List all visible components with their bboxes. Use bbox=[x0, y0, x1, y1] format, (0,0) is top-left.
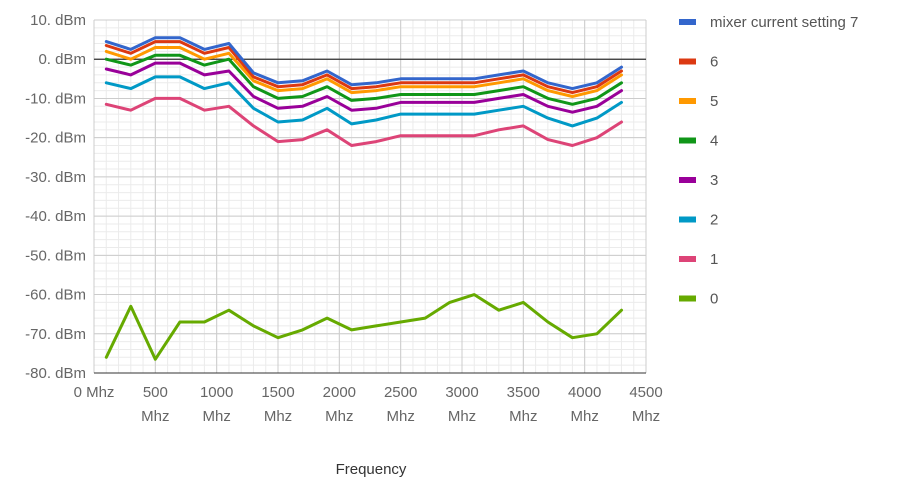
legend-swatch bbox=[679, 295, 696, 302]
legend-swatch bbox=[679, 177, 696, 183]
y-tick-label: 10. dBm bbox=[30, 12, 86, 29]
series-line-2 bbox=[104, 75, 623, 128]
y-tick-label: -30. dBm bbox=[25, 169, 86, 186]
series-line-0 bbox=[104, 293, 623, 361]
series-line-mixer-current-setting-7 bbox=[104, 36, 623, 91]
legend-swatch bbox=[679, 98, 696, 104]
series-line-1 bbox=[104, 96, 623, 147]
y-tick-label: -60. dBm bbox=[25, 287, 86, 304]
y-tick-label: 0. dBm bbox=[38, 51, 86, 68]
major-gridlines bbox=[93, 19, 647, 374]
x-tick-label: 500 Mhz bbox=[141, 384, 169, 425]
y-tick-label: -10. dBm bbox=[25, 90, 86, 107]
y-tick-label: -20. dBm bbox=[25, 130, 86, 147]
x-tick-label: 0 Mhz bbox=[74, 384, 115, 401]
y-tick-label: -50. dBm bbox=[25, 247, 86, 264]
legend-label: 1 bbox=[710, 251, 718, 268]
x-tick-label: 1000 Mhz bbox=[200, 384, 233, 425]
y-tick-label: -40. dBm bbox=[25, 208, 86, 225]
x-tick-label: 4500 Mhz bbox=[629, 384, 662, 425]
legend-swatch bbox=[679, 216, 696, 223]
legend-label: 6 bbox=[710, 54, 718, 71]
series-lines bbox=[104, 36, 623, 361]
legend-label: 2 bbox=[710, 212, 718, 229]
legend-swatch bbox=[679, 256, 696, 262]
legend: mixer current setting 7 6 5 4 3 2 1 0 bbox=[679, 14, 858, 308]
legend-label: 5 bbox=[710, 93, 718, 110]
minor-gridlines bbox=[93, 19, 647, 374]
x-tick-label: 2500 Mhz bbox=[384, 384, 417, 425]
x-tick-label: 3500 Mhz bbox=[507, 384, 540, 425]
y-axis-tick-labels: 10. dBm 0. dBm -10. dBm -20. dBm -30. dBm -40… bbox=[25, 12, 86, 382]
series-line-3 bbox=[104, 61, 623, 114]
x-tick-label: 3000 Mhz bbox=[445, 384, 478, 425]
legend-label: 3 bbox=[710, 172, 718, 189]
x-tick-label: 4000 Mhz bbox=[568, 384, 601, 425]
series-line-4 bbox=[104, 53, 623, 106]
y-tick-label: -70. dBm bbox=[25, 326, 86, 343]
series-line-6 bbox=[104, 40, 623, 95]
x-axis-tick-labels: 0 Mhz 500 Mhz 1000 Mhz 1500 Mhz 2000 Mhz 2500 Mhz 3… bbox=[74, 384, 663, 425]
legend-swatch bbox=[679, 19, 696, 25]
legend-label: mixer current setting 7 bbox=[710, 14, 858, 31]
legend-swatch bbox=[679, 58, 696, 65]
y-tick-label: -80. dBm bbox=[25, 365, 86, 382]
legend-label: 0 bbox=[710, 291, 718, 308]
series-line-5 bbox=[104, 46, 623, 98]
x-tick-label: 2000 Mhz bbox=[323, 384, 356, 425]
x-axis-title: Frequency bbox=[336, 461, 407, 478]
legend-label: 4 bbox=[710, 133, 718, 150]
x-tick-label: 1500 Mhz bbox=[261, 384, 294, 425]
legend-swatch bbox=[679, 137, 696, 144]
